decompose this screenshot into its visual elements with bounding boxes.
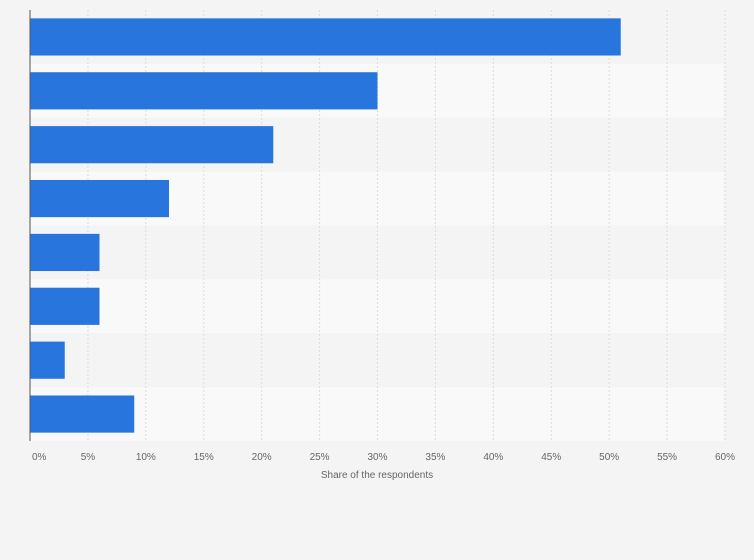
- bar[interactable]: [30, 126, 274, 164]
- x-tick-label: 60%: [715, 452, 735, 463]
- bar[interactable]: [30, 395, 135, 433]
- bar[interactable]: [30, 179, 169, 218]
- bar[interactable]: [30, 287, 100, 325]
- x-tick-label: 40%: [483, 452, 503, 463]
- bar[interactable]: [30, 72, 378, 110]
- x-tick-labels: 0% 5% 10% 15% 20% 25% 30% 35% 40% 45% 50% 55% 60%: [32, 452, 735, 463]
- bars: [30, 18, 621, 433]
- bar[interactable]: [30, 18, 621, 56]
- x-tick-label: 5%: [81, 452, 96, 463]
- x-tick-label: 10%: [136, 452, 156, 463]
- x-tick-label: 15%: [194, 452, 214, 463]
- x-tick-label: 0%: [32, 452, 47, 463]
- x-tick-label: 35%: [425, 452, 445, 463]
- x-tick-label: 30%: [367, 452, 387, 463]
- x-tick-label: 55%: [657, 452, 677, 463]
- x-tick-label: 20%: [252, 452, 272, 463]
- x-tick-label: 45%: [541, 452, 561, 463]
- bar[interactable]: [30, 233, 100, 272]
- x-tick-label: 25%: [310, 452, 330, 463]
- x-axis-title: Share of the respondents: [321, 470, 433, 481]
- x-tick-label: 50%: [599, 452, 619, 463]
- bar[interactable]: [30, 341, 65, 379]
